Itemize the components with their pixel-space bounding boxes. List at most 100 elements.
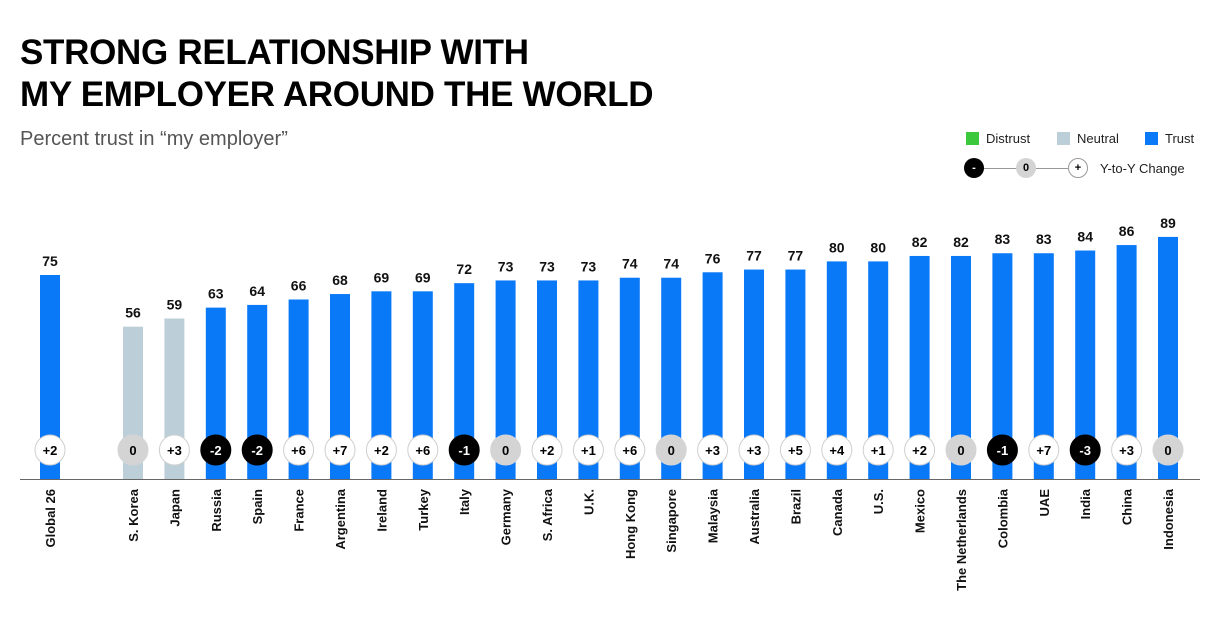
bar-australia (744, 269, 764, 479)
yoy-dot-germany (490, 434, 522, 466)
yoy-key-negative-dot: - (964, 158, 984, 178)
yoy-change-label-colombia: -1 (997, 443, 1009, 458)
chart-title-line-2: MY EMPLOYER AROUND THE WORLD (20, 75, 654, 114)
legend-label-trust: Trust (1165, 131, 1195, 146)
value-label-brazil: 77 (788, 248, 804, 264)
category-label-france: France (292, 489, 307, 532)
yoy-change-label-russia: -2 (210, 443, 222, 458)
yoy-change-label-mexico: +2 (912, 443, 927, 458)
value-label-ireland: 69 (374, 269, 390, 285)
yoy-change-label-global-26: +2 (43, 443, 58, 458)
legend-item-trust: Trust (1145, 131, 1194, 146)
category-label-colombia: Colombia (995, 488, 1010, 548)
yoy-dot-australia (738, 434, 770, 466)
value-label-japan: 59 (167, 297, 183, 313)
category-label-indonesia: Indonesia (1161, 488, 1176, 549)
category-label-turkey: Turkey (416, 488, 431, 530)
legend-item-distrust: Distrust (966, 131, 1030, 146)
yoy-change-label-brazil: +5 (788, 443, 803, 458)
value-label-global-26: 75 (42, 253, 58, 269)
bar-colombia (992, 253, 1013, 479)
yoy-dot-mexico (904, 434, 936, 466)
category-label-australia: Australia (747, 488, 762, 544)
category-label-china: China (1120, 488, 1135, 525)
yoy-dot-s-korea (117, 434, 149, 466)
bar-hong-kong (619, 277, 640, 479)
yoy-change-label-japan: +3 (167, 443, 182, 458)
yoy-change-label-canada: +4 (829, 443, 845, 458)
yoy-change-label-india: -3 (1079, 443, 1091, 458)
yoy-change-label-s-korea: 0 (129, 443, 136, 458)
category-label-hong-kong: Hong Kong (623, 489, 638, 559)
yoy-dot-ireland (365, 434, 397, 466)
yoy-change-label-the-netherlands: 0 (957, 443, 964, 458)
value-label-mexico: 82 (912, 234, 928, 250)
yoy-dot-argentina (324, 434, 356, 466)
yoy-change-key: - 0 + Y-to-Y Change (964, 158, 1214, 180)
yoy-change-label-spain: -2 (251, 443, 263, 458)
yoy-change-label-italy: -1 (458, 443, 470, 458)
yoy-change-label-indonesia: 0 (1164, 443, 1171, 458)
value-label-spain: 64 (249, 283, 265, 299)
chart-title-line-1: STRONG RELATIONSHIP WITH (20, 33, 529, 72)
yoy-dot-china (1111, 434, 1143, 466)
value-label-china: 86 (1119, 223, 1135, 239)
bar-ireland (371, 291, 392, 479)
value-label-russia: 63 (208, 286, 224, 302)
category-label-spain: Spain (250, 489, 265, 524)
value-label-malaysia: 76 (705, 250, 721, 266)
legend-swatch-neutral (1057, 132, 1070, 145)
category-label-u-k: U.K. (581, 489, 596, 515)
bar-germany (495, 280, 516, 479)
yoy-dot-france (283, 434, 315, 466)
legend-swatch-distrust (966, 132, 979, 145)
yoy-change-label-turkey: +6 (415, 443, 430, 458)
bar-indonesia (1158, 236, 1178, 479)
yoy-dot-the-netherlands (945, 434, 977, 466)
yoy-dot-singapore (655, 434, 687, 466)
yoy-dot-japan (158, 434, 190, 466)
legend-swatch-trust (1145, 132, 1158, 145)
category-label-the-netherlands: The Netherlands (954, 489, 969, 591)
category-label-u-s: U.S. (871, 489, 886, 514)
bar-italy (454, 283, 475, 479)
yoy-dot-turkey (407, 434, 439, 466)
category-label-s-africa: S. Africa (540, 488, 555, 541)
yoy-dot-u-s (862, 434, 894, 466)
value-label-singapore: 74 (663, 256, 679, 272)
category-label-italy: Italy (457, 488, 472, 515)
yoy-key-label: Y-to-Y Change (1100, 161, 1185, 176)
bar-singapore (661, 277, 682, 479)
yoy-change-label-hong-kong: +6 (622, 443, 637, 458)
bar-china (1116, 245, 1137, 479)
legend-label-neutral: Neutral (1077, 131, 1119, 146)
bar-u-s (868, 261, 889, 479)
yoy-dot-u-k (572, 434, 604, 466)
value-label-colombia: 83 (995, 231, 1011, 247)
category-label-canada: Canada (830, 488, 845, 536)
yoy-change-label-china: +3 (1119, 443, 1134, 458)
yoy-change-label-malaysia: +3 (705, 443, 720, 458)
legend-label-distrust: Distrust (986, 131, 1031, 146)
value-label-u-k: 73 (581, 258, 597, 274)
yoy-dot-malaysia (697, 434, 729, 466)
bar-argentina (330, 294, 350, 479)
yoy-dot-hong-kong (614, 434, 646, 466)
yoy-key-positive-dot: + (1068, 158, 1088, 178)
category-label-singapore: Singapore (664, 489, 679, 553)
yoy-change-label-australia: +3 (747, 443, 762, 458)
bar-malaysia (702, 272, 723, 479)
yoy-dot-uae (1028, 434, 1060, 466)
yoy-change-label-germany: 0 (502, 443, 509, 458)
category-label-global-26: Global 26 (43, 489, 58, 548)
bar-the-netherlands (951, 255, 971, 479)
legend-item-neutral: Neutral (1057, 131, 1119, 146)
value-label-australia: 77 (746, 248, 762, 264)
category-label-s-korea: S. Korea (126, 488, 141, 542)
value-label-italy: 72 (456, 261, 472, 277)
yoy-dot-russia (200, 434, 232, 466)
value-label-canada: 80 (829, 239, 845, 255)
value-label-germany: 73 (498, 258, 514, 274)
yoy-change-label-ireland: +2 (374, 443, 389, 458)
chart-subtitle: Percent trust in “my employer” (20, 128, 288, 150)
